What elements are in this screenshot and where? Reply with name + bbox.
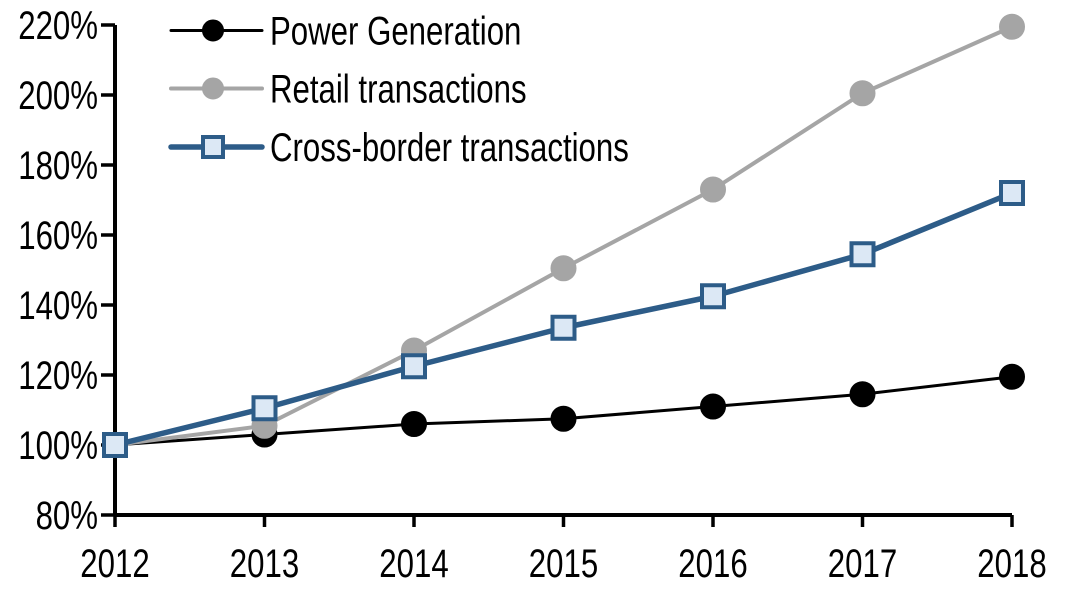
x-tick-label-2014: 2014 bbox=[379, 541, 448, 586]
data-point-power-generation-2015 bbox=[550, 405, 577, 432]
series-cross-border-transactions bbox=[102, 180, 1025, 458]
y-tick-label-140: 140% bbox=[18, 283, 98, 328]
legend: Power Generation Retail transactions Cross… bbox=[168, 9, 629, 170]
data-point-cross-border-transactions-2016 bbox=[700, 283, 726, 310]
legend-marker-cross-border-transactions bbox=[201, 135, 225, 159]
data-point-cross-border-transactions-2014 bbox=[401, 353, 427, 380]
data-point-cross-border-transactions-2012 bbox=[102, 432, 128, 458]
y-tick-label-120: 120% bbox=[18, 353, 98, 398]
y-tick-label-80: 80% bbox=[36, 493, 98, 538]
legend-item-power-generation: Power Generation bbox=[169, 9, 521, 54]
legend-label-power-generation: Power Generation bbox=[270, 9, 521, 54]
y-tick-label-160: 160% bbox=[18, 213, 98, 258]
x-tick-label-2015: 2015 bbox=[529, 541, 598, 586]
axes: 80% 100% 120% 140% 160% 180% 200% 220% 2012 2013 2… bbox=[18, 3, 1046, 586]
x-tick-label-2017: 2017 bbox=[828, 541, 897, 586]
legend-item-cross-border-transactions: Cross-border transactions bbox=[168, 125, 629, 170]
x-tick-label-2013: 2013 bbox=[230, 541, 299, 586]
x-tick-label-2012: 2012 bbox=[80, 541, 149, 586]
data-point-power-generation-2016 bbox=[700, 393, 726, 420]
data-point-retail-transactions-2018 bbox=[999, 13, 1025, 40]
x-tick-label-2018: 2018 bbox=[977, 541, 1046, 586]
data-point-cross-border-transactions-2018 bbox=[999, 180, 1025, 206]
x-tick-label-2016: 2016 bbox=[678, 541, 747, 586]
data-point-cross-border-transactions-2015 bbox=[550, 314, 577, 341]
data-point-retail-transactions-2016 bbox=[700, 176, 726, 203]
y-tick-label-100: 100% bbox=[18, 423, 98, 468]
legend-marker-retail-transactions bbox=[202, 77, 224, 100]
y-tick-label-220: 220% bbox=[18, 3, 98, 48]
data-point-power-generation-2014 bbox=[401, 411, 427, 437]
data-point-retail-transactions-2017 bbox=[849, 80, 876, 107]
legend-marker-power-generation bbox=[202, 19, 224, 42]
data-point-power-generation-2017 bbox=[849, 381, 876, 408]
y-tick-label-200: 200% bbox=[18, 73, 98, 118]
series-power-generation bbox=[102, 363, 1025, 458]
data-point-cross-border-transactions-2013 bbox=[251, 395, 278, 422]
data-point-retail-transactions-2015 bbox=[550, 255, 577, 282]
legend-label-cross-border-transactions: Cross-border transactions bbox=[270, 125, 629, 170]
legend-item-retail-transactions: Retail transactions bbox=[169, 67, 527, 112]
data-point-power-generation-2018 bbox=[999, 363, 1025, 390]
data-point-cross-border-transactions-2017 bbox=[849, 241, 876, 268]
y-tick-label-180: 180% bbox=[18, 143, 98, 188]
legend-label-retail-transactions: Retail transactions bbox=[270, 67, 527, 112]
